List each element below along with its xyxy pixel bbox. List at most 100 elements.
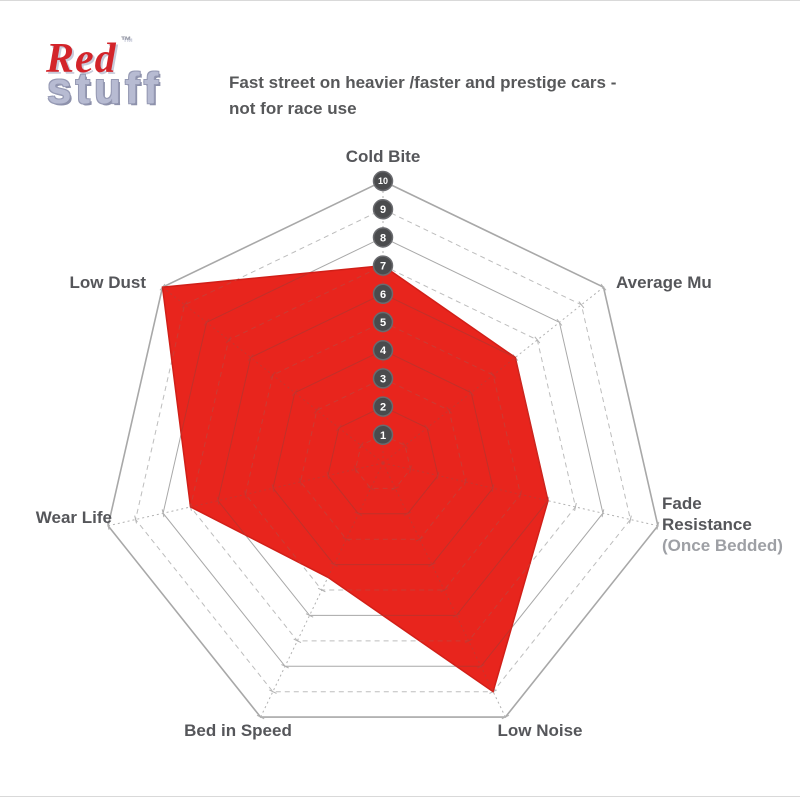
redstuff-logo: Red ™ stuff [46, 36, 162, 111]
scale-marker [372, 339, 394, 361]
axis-label-low-noise: Low Noise [497, 721, 583, 740]
axis-tick [269, 371, 276, 379]
axis-tick [256, 714, 265, 720]
radar-ring [299, 377, 467, 540]
axis-tick [216, 496, 220, 505]
axis-tick [403, 511, 412, 517]
axis-tick [354, 511, 363, 517]
axis-tick [578, 301, 585, 309]
axis-tick [574, 502, 577, 511]
trademark-symbol: ™ [120, 35, 132, 47]
axis-tick [244, 490, 247, 499]
fade-label-line2: Resistance [662, 515, 752, 534]
axis-tick [106, 521, 110, 530]
scale-marker-label: 1 [380, 430, 386, 442]
radar-ring [107, 180, 659, 718]
axis-tick [271, 484, 275, 493]
axis-tick [534, 336, 541, 344]
axis-label-wear-life: Wear Life [35, 508, 112, 527]
scale-marker [372, 311, 394, 333]
scale-marker-label: 10 [378, 176, 388, 186]
axis-tick [293, 638, 302, 644]
logo-word-red: Red [46, 36, 117, 82]
scale-marker-label: 7 [380, 261, 386, 273]
axis-label-average-mu: Average Mu [616, 273, 712, 292]
axis-tick [415, 537, 424, 542]
scale-marker-label: 6 [380, 289, 386, 301]
axis-tick [134, 515, 137, 524]
series-polygon [161, 264, 549, 693]
logo-red-text: Red ™ [46, 35, 162, 82]
radar-ring [272, 349, 494, 566]
axis-tick [464, 477, 467, 486]
scale-marker-label: 4 [380, 345, 387, 357]
radar-ring [135, 208, 631, 693]
fade-label-line1: Fade [662, 494, 702, 513]
axis-tick [409, 465, 412, 474]
fade-label-line3: (Once Bedded) [662, 536, 783, 555]
axis-tick [342, 537, 351, 542]
tagline-line1: Fast street on heavier /faster and prest… [229, 73, 617, 92]
scale-marker [372, 227, 394, 248]
logo-stuff-text: stuff [47, 64, 163, 113]
axis-tick [600, 283, 607, 291]
scale-marker-label: 5 [380, 317, 386, 329]
axis-tick [402, 441, 408, 449]
axis-tick [436, 471, 440, 480]
scale-markers: 1 2 3 4 5 6 7 8 9 10 [372, 170, 394, 446]
axis-tick [281, 664, 289, 669]
radar-grid-inner [162, 265, 548, 692]
axis-tick [452, 613, 461, 618]
axis-tick [629, 515, 632, 524]
axis-tick [656, 521, 660, 530]
tagline-line2: not for race use [229, 99, 357, 118]
axis-tick [556, 318, 563, 326]
axis-tick [314, 406, 320, 414]
axis-label-low-dust: Low Dust [69, 273, 147, 292]
axis-tick [446, 406, 452, 414]
radar-ring [354, 434, 412, 489]
radar-ring [327, 406, 439, 515]
scale-marker-label: 3 [380, 373, 386, 385]
axis-tick [269, 689, 277, 694]
axis-tick [601, 509, 605, 518]
axis-tick [203, 318, 210, 326]
axis-tick [519, 490, 522, 499]
scale-marker [372, 255, 394, 276]
axis-tick [468, 389, 475, 397]
radar-ring [244, 321, 522, 591]
axis-tick [428, 562, 436, 567]
axis-label-bed-in-speed: Bed in Speed [184, 721, 292, 740]
axis-tick [299, 477, 302, 486]
axis-tick [336, 424, 342, 432]
axis-tick [225, 336, 232, 344]
scale-marker [372, 170, 394, 192]
scale-marker [372, 283, 394, 305]
axis-tick [464, 638, 473, 644]
axis-tick [354, 465, 357, 474]
scale-marker-label: 2 [380, 402, 386, 414]
scale-marker [372, 368, 394, 389]
axis-label-fade-resistance: Fade Resistance (Once Bedded) [662, 493, 783, 556]
scale-marker [372, 424, 394, 446]
axis-tick [330, 562, 338, 567]
axis-tick [247, 354, 254, 361]
axis-tick [305, 613, 314, 618]
axis-tick [491, 484, 495, 493]
axis-tick [326, 471, 330, 480]
scale-marker [372, 396, 394, 417]
axis-tick [317, 587, 326, 593]
axis-label-cold-bite: Cold Bite [345, 147, 421, 166]
axis-tick [181, 301, 188, 309]
axis-tick [440, 587, 449, 593]
axis-tick [424, 424, 430, 432]
axis-tick [490, 371, 497, 379]
axis-tick [501, 714, 510, 720]
scale-marker [372, 198, 394, 220]
product-tagline: Fast street on heavier /faster and prest… [229, 70, 616, 122]
scale-marker-label: 8 [380, 232, 386, 244]
axis-tick [477, 664, 485, 669]
scale-marker-label: 9 [380, 204, 386, 216]
axis-tick [291, 389, 298, 397]
